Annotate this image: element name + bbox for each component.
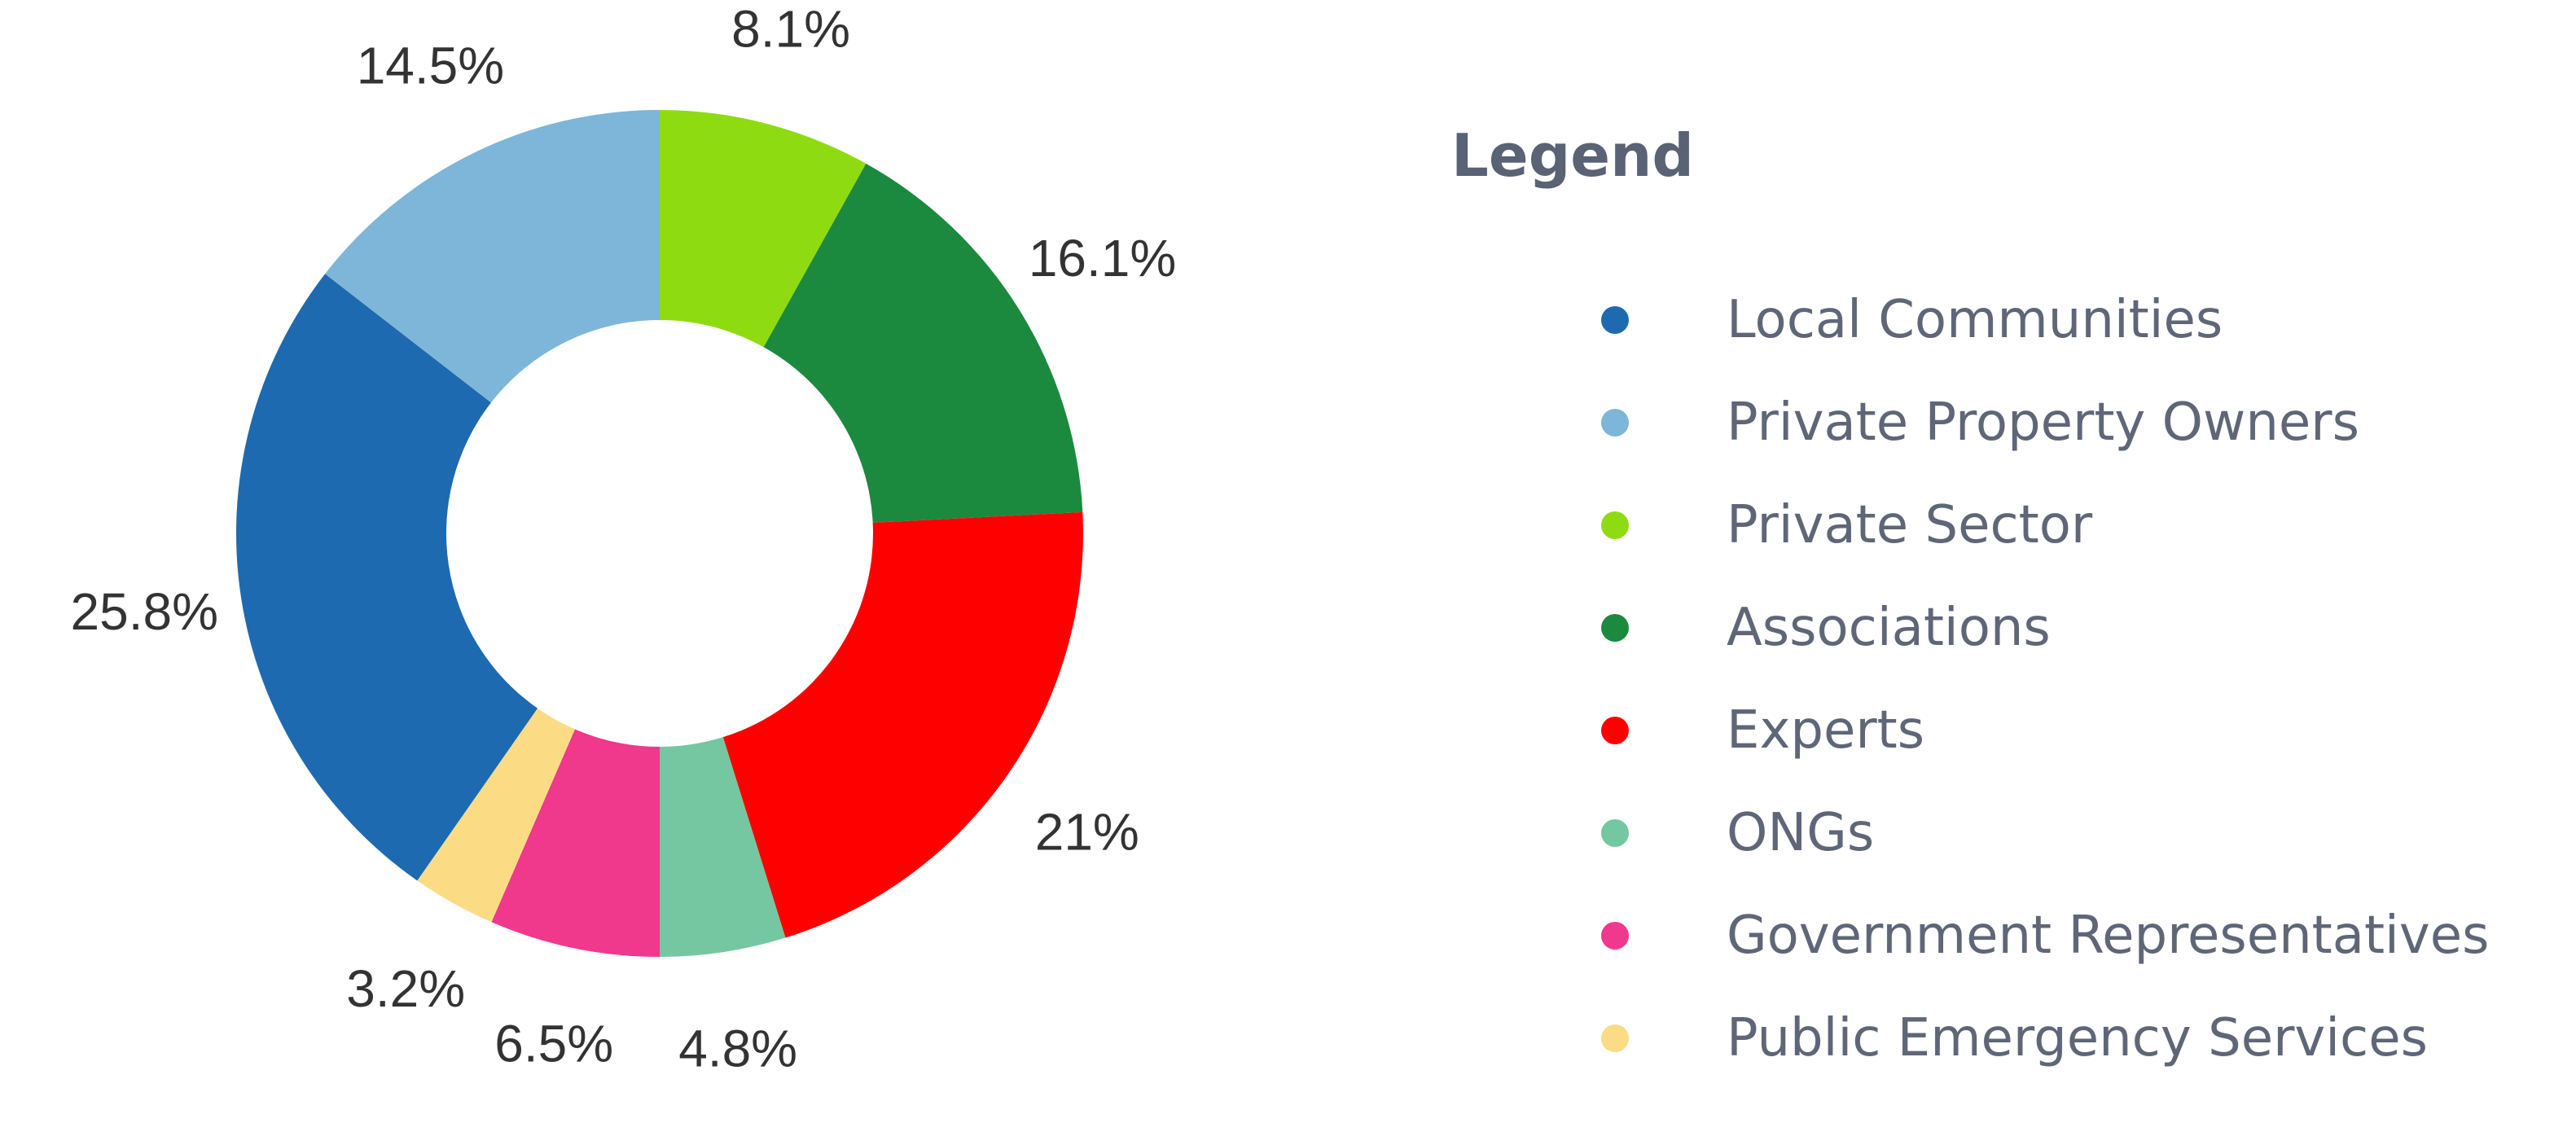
legend-label: Private Property Owners: [1727, 393, 2359, 453]
legend-marker: [1601, 1024, 1629, 1052]
legend-marker: [1601, 306, 1629, 334]
legend-label: Experts: [1727, 700, 1924, 761]
legend-item-local-communities: Local Communities: [1601, 290, 2223, 350]
legend-item-private-sector: Private Sector: [1601, 495, 2093, 555]
legend-label: Local Communities: [1727, 290, 2223, 350]
legend-marker: [1601, 922, 1629, 950]
slice-ongs: [660, 737, 786, 957]
pct-label-experts: 21%: [1035, 802, 1139, 861]
legend-label: Government Representatives: [1727, 906, 2489, 966]
legend: Legend Local Communities Private Property…: [1451, 121, 2489, 1068]
legend-title: Legend: [1451, 121, 1694, 190]
pct-label-public-emergency-services: 3.2%: [346, 959, 465, 1018]
pct-label-private-sector: 8.1%: [731, 0, 850, 59]
slice-public-emergency-services: [417, 708, 575, 923]
legend-item-private-property-owners: Private Property Owners: [1601, 393, 2359, 453]
legend-marker: [1601, 717, 1629, 744]
pct-label-local-communities: 25.8%: [71, 582, 218, 641]
slice-government-representatives: [491, 729, 660, 957]
slice-local-communities: [235, 274, 538, 881]
legend-marker: [1601, 614, 1629, 642]
slice-private-sector: [660, 110, 867, 348]
legend-item-public-emergency-services: Public Emergency Services: [1601, 1008, 2428, 1068]
pct-label-associations: 16.1%: [1029, 229, 1176, 287]
percentage-labels: 8.1% 16.1% 21% 4.8% 6.5% 3.2% 25.8% 14.5%: [71, 0, 1177, 1078]
slice-private-property-owners: [325, 110, 660, 403]
pct-label-private-property-owners: 14.5%: [357, 36, 504, 94]
legend-item-government-representatives: Government Representatives: [1601, 906, 2489, 966]
legend-item-experts: Experts: [1601, 700, 1924, 761]
slice-experts: [722, 511, 1083, 938]
legend-marker: [1601, 511, 1629, 539]
legend-label: Associations: [1727, 598, 2051, 658]
legend-item-associations: Associations: [1601, 598, 2051, 658]
donut-slices: [235, 110, 1083, 957]
slice-associations: [763, 163, 1083, 523]
legend-label: ONGs: [1727, 803, 1874, 863]
legend-label: Private Sector: [1727, 495, 2093, 555]
legend-label: Public Emergency Services: [1727, 1008, 2428, 1068]
legend-item-ongs: ONGs: [1601, 803, 1874, 863]
pct-label-government-representatives: 6.5%: [494, 1015, 613, 1073]
pct-label-ongs: 4.8%: [678, 1020, 797, 1078]
legend-marker: [1601, 819, 1629, 847]
legend-marker: [1601, 409, 1629, 436]
legend-items: Local Communities Private Property Owners…: [1601, 290, 2489, 1068]
